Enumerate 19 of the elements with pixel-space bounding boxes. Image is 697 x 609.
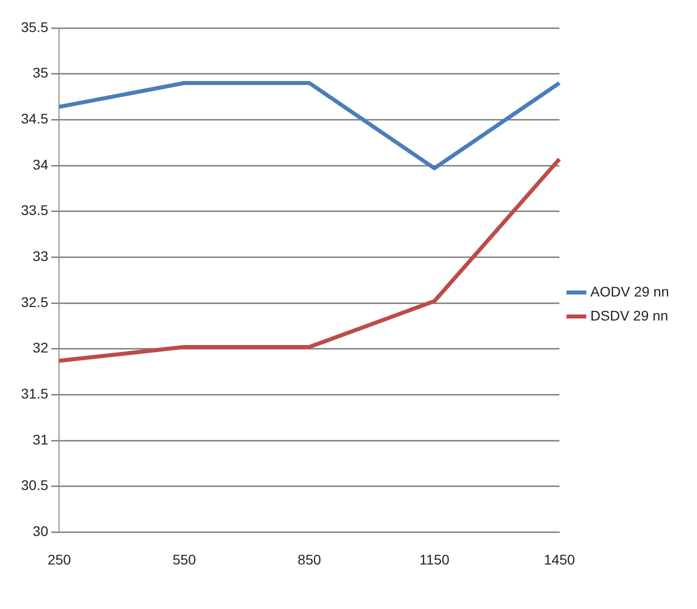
legend-label: DSDV 29 nn	[590, 307, 668, 324]
y-tick-label: 31.5	[21, 386, 48, 402]
legend-label: AODV 29 nn	[590, 283, 670, 300]
y-tick-label: 33	[32, 248, 48, 264]
y-tick-label: 31	[32, 431, 48, 448]
y-tick-label: 32.5	[21, 294, 48, 310]
y-tick-label: 32	[32, 340, 48, 356]
y-tick-label: 30	[32, 523, 48, 540]
x-tick-label: 1150	[419, 551, 450, 568]
y-tick-label: 30.5	[21, 477, 48, 494]
x-tick-label: 250	[48, 551, 72, 568]
y-tick-label: 33.5	[21, 202, 48, 218]
x-tick-label: 1450	[544, 551, 576, 568]
x-tick-label: 550	[172, 551, 196, 568]
y-tick-label: 34	[32, 156, 48, 172]
y-tick-label: 34.5	[21, 110, 48, 127]
x-tick-label: 850	[298, 551, 322, 568]
y-tick-label: 35	[32, 64, 48, 81]
y-tick-label: 35.5	[21, 18, 48, 35]
